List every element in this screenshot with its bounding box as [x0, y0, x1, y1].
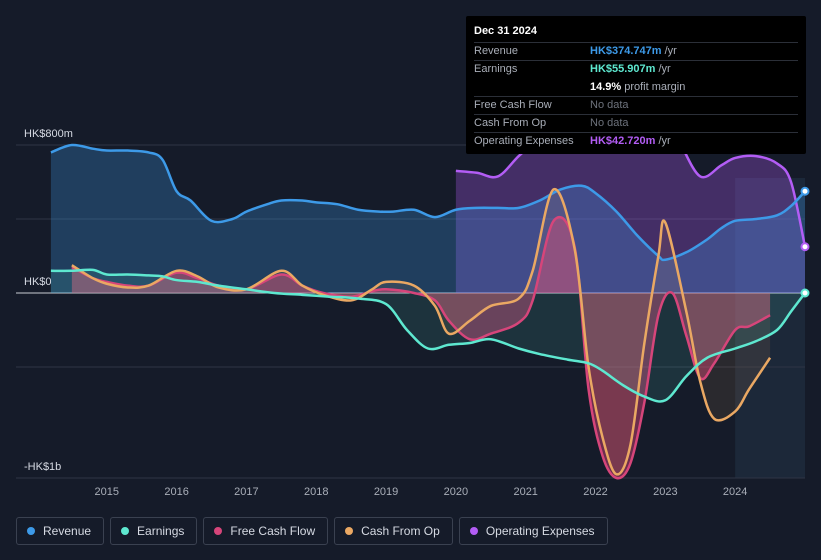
- earnings-end-marker: [800, 288, 810, 298]
- tooltip-row-label: Revenue: [474, 45, 519, 57]
- legend-label: Cash From Op: [361, 524, 440, 538]
- tooltip-panel: Dec 31 2024 Revenue HK$374.747m/yr Earning…: [466, 16, 806, 154]
- legend-item-free-cash-flow[interactable]: Free Cash Flow: [203, 517, 329, 545]
- tooltip-date: Dec 31 2024: [474, 25, 537, 37]
- legend-label: Earnings: [137, 524, 185, 538]
- legend-item-operating-expenses[interactable]: Operating Expenses: [458, 517, 608, 545]
- tooltip-row-suffix: profit margin: [624, 81, 686, 93]
- tooltip-row-label: Earnings: [474, 63, 518, 75]
- x-tick-label: 2017: [234, 486, 258, 498]
- x-tick-label: 2024: [723, 486, 747, 498]
- x-tick-label: 2021: [513, 486, 537, 498]
- tooltip-row: Free Cash Flow No data: [474, 96, 798, 114]
- tooltip-row-value: HK$42.720m: [590, 135, 656, 147]
- tooltip-row: Revenue HK$374.747m/yr: [474, 42, 798, 60]
- tooltip-row-suffix: /yr: [664, 45, 677, 57]
- legend-label: Operating Expenses: [485, 524, 595, 538]
- legend-dot-icon: [121, 527, 130, 535]
- tooltip-row-value: HK$374.747m: [590, 45, 662, 57]
- x-tick-label: 2023: [653, 486, 677, 498]
- legend-item-cash-from-op[interactable]: Cash From Op: [334, 517, 453, 545]
- x-tick-label: 2020: [444, 486, 468, 498]
- free-cash-flow-line: [71, 215, 771, 480]
- x-axis-labels: 2015 2016 2017 2018 2019 2020 2021 2022 2023 2024: [95, 486, 748, 498]
- legend-item-earnings[interactable]: Earnings: [110, 517, 198, 545]
- earnings-line: [50, 268, 806, 403]
- tooltip-row-label: Operating Expenses: [474, 135, 574, 147]
- y-tick-label: HK$800m: [24, 128, 73, 140]
- tooltip-row: Earnings HK$55.907m/yr: [474, 60, 798, 78]
- tooltip-row: 14.9% profit margin: [474, 78, 798, 96]
- earnings-area: [50, 269, 806, 402]
- legend-dot-icon: [469, 527, 478, 535]
- revenue-end-marker: [800, 186, 810, 196]
- tooltip-row-value: No data: [590, 99, 629, 111]
- legend-label: Revenue: [43, 524, 92, 538]
- tooltip-row-label: Cash From Op: [474, 117, 547, 129]
- x-tick-label: 2016: [164, 486, 188, 498]
- x-tick-label: 2022: [583, 486, 607, 498]
- legend-dot-icon: [27, 527, 35, 535]
- tooltip-row-label: Free Cash Flow: [474, 99, 552, 111]
- operating-expenses-end-marker: [800, 242, 810, 252]
- tooltip-row-value: 14.9%: [590, 81, 622, 93]
- legend-dot-icon: [345, 527, 354, 535]
- end-markers: [800, 186, 810, 298]
- legend: Revenue Earnings Free Cash Flow Cash From O…: [16, 517, 608, 545]
- tooltip-row: Operating Expenses HK$42.720m/yr: [474, 132, 798, 150]
- tooltip-row-label: [474, 79, 590, 96]
- revenue-area: [50, 144, 806, 293]
- x-tick-label: 2019: [374, 486, 398, 498]
- tooltip-row-value: HK$55.907m: [590, 63, 656, 75]
- tooltip-row-suffix: /yr: [658, 135, 671, 147]
- x-tick-label: 2015: [95, 486, 119, 498]
- legend-label: Free Cash Flow: [230, 524, 316, 538]
- tooltip-row: Cash From Op No data: [474, 114, 798, 132]
- y-tick-label: HK$0: [24, 276, 52, 288]
- legend-item-revenue[interactable]: Revenue: [16, 517, 105, 545]
- cash-from-op-line: [71, 188, 772, 476]
- x-tick-label: 2018: [304, 486, 328, 498]
- tooltip-row-suffix: /yr: [658, 63, 671, 75]
- legend-dot-icon: [214, 527, 223, 535]
- revenue-line: [50, 143, 806, 262]
- y-axis-labels: HK$800m HK$0 -HK$1b: [24, 128, 73, 473]
- y-tick-label: -HK$1b: [24, 461, 61, 473]
- tooltip-row-value: No data: [590, 117, 629, 129]
